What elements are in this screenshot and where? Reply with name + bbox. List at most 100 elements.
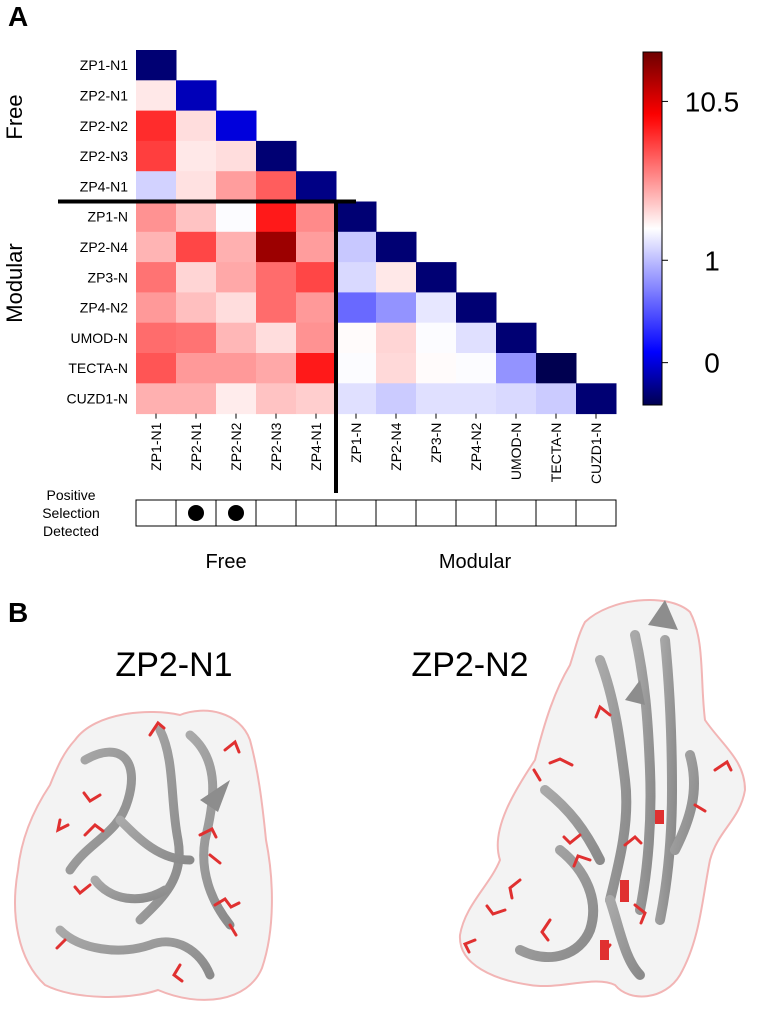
heatmap-cell-tecta-n-zp1-n1 — [136, 353, 177, 384]
column-label-zp2-n1: ZP2-N1 — [188, 422, 204, 470]
heatmap-cell-umod-n-zp2-n1 — [176, 322, 217, 354]
structure-title-zp2-n1: ZP2-N1 — [115, 646, 232, 684]
heatmap-cell-zp3-n-zp1-n1 — [136, 262, 177, 293]
row-labels: ZP1-N1 ZP2-N1 ZP2-N2 ZP2-N3 ZP4-N1 ZP1-N ZP2-N… — [67, 57, 129, 406]
heatmap-cell-zp2-n3-zp2-n3 — [256, 140, 297, 172]
heatmap-cell-zp4-n2-zp2-n4 — [376, 292, 417, 324]
heatmap-cell-zp2-n4-zp2-n3 — [256, 231, 297, 263]
heatmap-cell-zp4-n1-zp2-n2 — [216, 171, 257, 202]
column-label-zp4-n2: ZP4-N2 — [468, 422, 484, 470]
heatmap-cell-cuzd1-n-umod-n — [496, 383, 537, 415]
heatmap — [136, 50, 617, 415]
selection-box-zp4-n2 — [455, 499, 497, 527]
column-label-zp1-n1: ZP1-N1 — [148, 422, 164, 470]
heatmap-cell-tecta-n-zp2-n1 — [176, 353, 217, 384]
heatmap-cell-cuzd1-n-zp2-n4 — [376, 383, 417, 415]
colorbar-tick-label: 1 — [704, 245, 720, 276]
panel-b-label: B — [8, 597, 28, 628]
column-label-zp2-n3: ZP2-N3 — [268, 422, 284, 470]
column-labels: ZP1-N1 ZP2-N1 ZP2-N2 ZP2-N3 ZP4-N1 ZP1-N ZP2-N… — [148, 413, 604, 484]
heatmap-cell-umod-n-zp2-n3 — [256, 322, 297, 354]
heatmap-cell-tecta-n-zp4-n2 — [456, 353, 497, 384]
heatmap-cell-umod-n-zp1-n — [336, 322, 377, 354]
selection-box-tecta-n — [535, 499, 577, 527]
heatmap-cell-tecta-n-zp2-n4 — [376, 353, 417, 384]
row-label-cuzd1-n: CUZD1-N — [67, 390, 128, 406]
selection-box-zp1-n1 — [135, 499, 177, 527]
heatmap-cell-zp2-n1-zp1-n1 — [136, 80, 177, 112]
heatmap-cell-zp3-n-zp2-n2 — [216, 262, 257, 293]
positive-selection-label-line: Detected — [43, 523, 99, 539]
ribbon-zp2-n2 — [515, 630, 700, 980]
heatmap-cell-zp1-n-zp4-n1 — [296, 201, 337, 233]
heatmap-cell-zp2-n3-zp2-n2 — [216, 140, 257, 172]
heatmap-cell-tecta-n-zp1-n — [336, 353, 377, 384]
heatmap-cell-zp4-n2-zp3-n — [416, 292, 457, 324]
heatmap-cell-zp4-n2-zp4-n1 — [296, 292, 337, 324]
heatmap-cell-zp1-n-zp1-n — [336, 201, 377, 233]
row-label-zp1-n: ZP1-N — [88, 209, 128, 225]
selection-box-zp2-n1 — [175, 499, 217, 527]
heatmap-cell-zp4-n2-zp1-n — [336, 292, 377, 324]
selection-box-umod-n — [495, 499, 537, 527]
heatmap-cell-cuzd1-n-zp1-n — [336, 383, 377, 415]
heatmap-cell-cuzd1-n-zp1-n1 — [136, 383, 177, 415]
heatmap-cell-zp2-n2-zp2-n2 — [216, 110, 257, 142]
heatmap-cell-cuzd1-n-cuzd1-n — [576, 383, 617, 415]
column-label-cuzd1-n: CUZD1-N — [588, 423, 604, 484]
heatmap-cell-zp2-n4-zp1-n1 — [136, 231, 177, 263]
row-label-zp4-n2: ZP4-N2 — [80, 300, 128, 316]
heatmap-cell-zp2-n4-zp1-n — [336, 231, 377, 263]
selection-box-zp3-n — [415, 499, 457, 527]
column-label-zp2-n4: ZP2-N4 — [388, 422, 404, 470]
heatmap-cell-zp1-n-zp1-n1 — [136, 201, 177, 233]
group-label-free-rows: Free — [2, 94, 27, 139]
selection-dot-zp2-n2 — [228, 505, 244, 521]
heatmap-cell-zp2-n2-zp2-n1 — [176, 110, 217, 142]
row-label-tecta-n: TECTA-N — [68, 360, 128, 376]
positive-selection-label-line: Positive — [46, 487, 95, 503]
heatmap-cell-tecta-n-zp2-n3 — [256, 353, 297, 384]
arrow-zp2-n2 — [648, 600, 678, 630]
heatmap-cell-tecta-n-tecta-n — [536, 353, 577, 384]
heatmap-cell-umod-n-umod-n — [496, 322, 537, 354]
row-label-zp2-n4: ZP2-N4 — [80, 239, 128, 255]
heatmap-cell-zp3-n-zp2-n3 — [256, 262, 297, 293]
selection-box-cuzd1-n — [575, 499, 617, 527]
panel-a-label: A — [8, 1, 28, 32]
positive-selection-label-line: Selection — [42, 505, 100, 521]
ribbon-zp2-n1 — [55, 725, 235, 980]
group-label-modular-columns: Modular — [439, 551, 512, 573]
row-label-zp2-n2: ZP2-N2 — [80, 118, 128, 134]
column-label-zp3-n: ZP3-N — [428, 423, 444, 463]
selection-box-zp1-n — [335, 499, 377, 527]
heatmap-cell-zp4-n2-zp4-n2 — [456, 292, 497, 324]
heatmap-cell-zp4-n1-zp2-n3 — [256, 171, 297, 202]
row-label-umod-n: UMOD-N — [70, 330, 128, 346]
heatmap-cell-cuzd1-n-zp3-n — [416, 383, 457, 415]
heatmap-cell-cuzd1-n-zp2-n2 — [216, 383, 257, 415]
row-label-zp1-n1: ZP1-N1 — [80, 57, 128, 73]
heatmap-cell-tecta-n-zp2-n2 — [216, 353, 257, 384]
heatmap-cell-cuzd1-n-tecta-n — [536, 383, 577, 415]
heatmap-cell-zp2-n4-zp2-n2 — [216, 231, 257, 263]
heatmap-cell-zp4-n1-zp2-n1 — [176, 171, 217, 202]
heatmap-cell-zp2-n4-zp2-n1 — [176, 231, 217, 263]
heatmap-cell-umod-n-zp4-n1 — [296, 322, 337, 354]
positive-selection-label: Positive Selection Detected — [42, 487, 100, 539]
structure-title-zp2-n2: ZP2-N2 — [411, 646, 528, 684]
row-label-zp2-n3: ZP2-N3 — [80, 148, 128, 164]
column-label-zp2-n2: ZP2-N2 — [228, 422, 244, 470]
arrow-zp2-n2-b — [625, 680, 645, 705]
heatmap-cell-zp1-n-zp2-n3 — [256, 201, 297, 233]
heatmap-cell-umod-n-zp2-n4 — [376, 322, 417, 354]
heatmap-cell-zp3-n-zp4-n1 — [296, 262, 337, 293]
heatmap-cell-umod-n-zp2-n2 — [216, 322, 257, 354]
heatmap-cell-zp1-n-zp2-n1 — [176, 201, 217, 233]
heatmap-cell-zp3-n-zp2-n1 — [176, 262, 217, 293]
heatmap-cell-tecta-n-zp3-n — [416, 353, 457, 384]
heatmap-cell-cuzd1-n-zp2-n1 — [176, 383, 217, 415]
heatmap-cell-umod-n-zp4-n2 — [456, 322, 497, 354]
heatmap-cell-umod-n-zp1-n1 — [136, 322, 177, 354]
